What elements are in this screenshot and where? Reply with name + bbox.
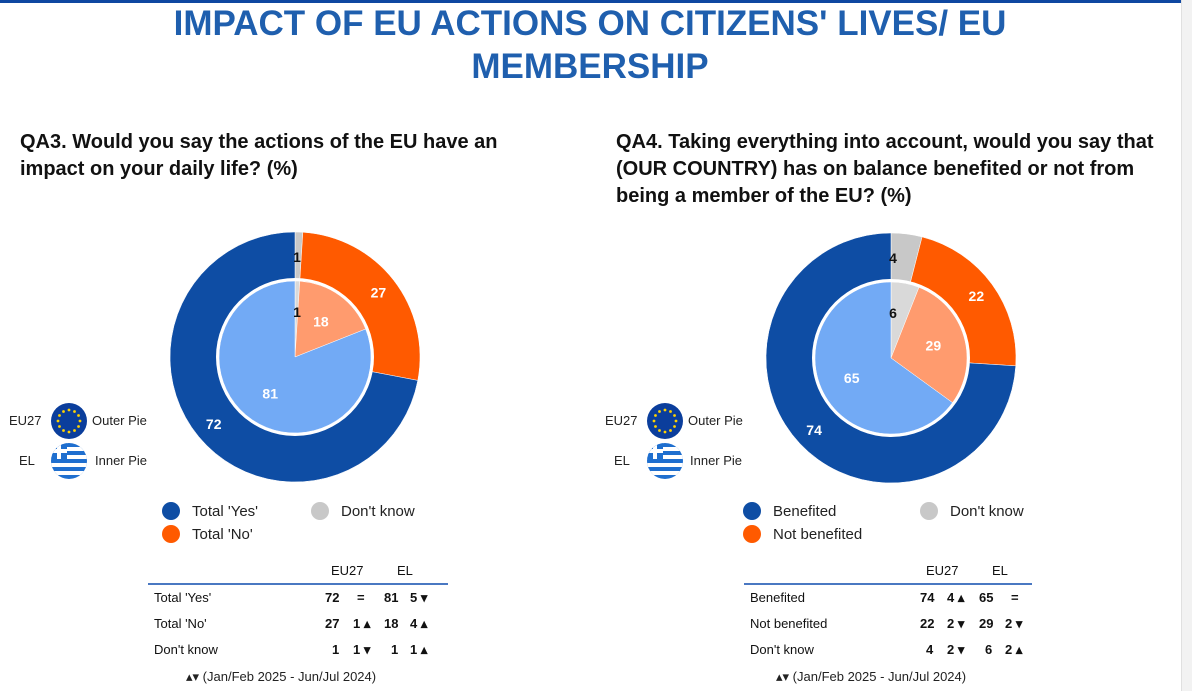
- table-cell-el: 81: [384, 590, 399, 605]
- greece-flag-icon: [51, 443, 87, 479]
- greece-flag-icon: [647, 443, 683, 479]
- pie-separator-ring: [812, 279, 970, 437]
- el-key-label: EL: [19, 453, 35, 468]
- col-header-eu27: EU27: [926, 563, 959, 578]
- table-cell-el-change: 1 ▴: [410, 642, 428, 657]
- inner-pie-slice: [294, 280, 366, 358]
- col-header-eu27: EU27: [331, 563, 364, 578]
- table-row-label: Don't know: [750, 642, 814, 657]
- inner-pie-value-label: 18: [313, 313, 329, 329]
- table-cell-el-change: 4 ▴: [410, 616, 428, 631]
- table-cell-eu27-change: 1 ▴: [353, 616, 371, 631]
- table-cell-el: 65: [979, 590, 994, 605]
- inner-pie-value-label: 1: [293, 304, 301, 320]
- inner-pie-slice: [890, 287, 968, 404]
- table-divider: [744, 583, 1032, 585]
- table-cell-el: 6: [985, 642, 993, 657]
- page-title: IMPACT OF EU ACTIONS ON CITIZENS' LIVES/…: [173, 4, 1007, 86]
- table-row-label: Total 'Yes': [154, 590, 212, 605]
- legend-item-benefited: Benefited: [743, 502, 836, 520]
- legend-swatch: [743, 525, 761, 543]
- outer-pie-slice: [890, 236, 1017, 367]
- inner-pie-value-label: 81: [262, 385, 278, 401]
- table-cell-eu27: 22: [920, 616, 935, 631]
- outer-pie-slice: [169, 231, 419, 483]
- el-key-label: EL: [614, 453, 630, 468]
- table-cell-el-change: =: [1011, 590, 1019, 605]
- inner-pie-value-label: 29: [926, 338, 942, 354]
- table-cell-eu27-change: 2 ▾: [947, 642, 965, 657]
- legend-item-dont-know: Don't know: [311, 502, 415, 520]
- question-qa3: QA3. Would you say the actions of the EU…: [20, 131, 498, 180]
- table-cell-eu27: 27: [325, 616, 340, 631]
- legend-swatch: [743, 502, 761, 520]
- outer-pie-slice: [890, 232, 923, 359]
- outer-pie-value-label: 1: [293, 249, 301, 265]
- col-header-el: EL: [992, 563, 1008, 578]
- pie-separator-ring: [216, 278, 374, 436]
- legend-item-yes: Total 'Yes': [162, 502, 258, 520]
- inner-pie-slice: [218, 280, 372, 434]
- legend-swatch: [162, 525, 180, 543]
- eu27-key-label: EU27: [605, 413, 638, 428]
- table-cell-el: 29: [979, 616, 994, 631]
- table-cell-eu27: 1: [332, 642, 340, 657]
- outer-pie-slice: [294, 231, 421, 381]
- inner-pie-key-label: Inner Pie: [690, 453, 743, 468]
- scrollbar-track[interactable]: [1181, 0, 1192, 691]
- legend-swatch: [311, 502, 329, 520]
- question-qa4: QA4. Taking everything into account, wou…: [616, 131, 1154, 207]
- inner-pie-value-label: 65: [844, 370, 860, 386]
- col-header-el: EL: [397, 563, 413, 578]
- table-cell-el-change: 2 ▾: [1005, 616, 1023, 631]
- table-cell-eu27: 4: [926, 642, 934, 657]
- eu-flag-icon: [51, 403, 87, 439]
- outer-pie-slice: [765, 232, 1017, 484]
- eu27-key-label: EU27: [9, 413, 42, 428]
- table-footnote: ▴▾ (Jan/Feb 2025 - Jun/Jul 2024): [776, 669, 967, 684]
- table-row-label: Not benefited: [750, 616, 828, 631]
- outer-pie-value-label: 27: [371, 284, 387, 300]
- table-footnote: ▴▾ (Jan/Feb 2025 - Jun/Jul 2024): [186, 669, 377, 684]
- eu-flag-icon: [647, 403, 683, 439]
- legend-swatch: [920, 502, 938, 520]
- inner-pie-slice: [294, 280, 301, 358]
- inner-pie-slice: [890, 281, 920, 359]
- inner-pie-value-label: 6: [889, 305, 897, 321]
- top-border: [0, 0, 1192, 3]
- outer-pie-value-label: 22: [969, 288, 985, 304]
- table-cell-el: 18: [384, 616, 399, 631]
- table-cell-eu27-change: 1 ▾: [353, 642, 371, 657]
- inner-pie-key-label: Inner Pie: [95, 453, 148, 468]
- table-cell-el-change: 5 ▾: [410, 590, 428, 605]
- outer-pie-value-label: 72: [206, 416, 222, 432]
- outer-pie-key-label: Outer Pie: [92, 413, 147, 428]
- table-cell-eu27: 72: [325, 590, 340, 605]
- table-cell-eu27-change: =: [357, 590, 365, 605]
- outer-pie-key-label: Outer Pie: [688, 413, 743, 428]
- outer-pie-value-label: 74: [806, 422, 822, 438]
- table-cell-eu27-change: 2 ▾: [947, 616, 965, 631]
- table-cell-eu27-change: 4 ▴: [947, 590, 965, 605]
- table-divider: [148, 583, 448, 585]
- table-cell-el-change: 2 ▴: [1005, 642, 1023, 657]
- outer-pie-slice: [294, 231, 304, 358]
- table-row-label: Total 'No': [154, 616, 207, 631]
- inner-pie-slice: [814, 281, 953, 435]
- outer-pie-value-label: 4: [889, 250, 897, 266]
- table-cell-eu27: 74: [920, 590, 935, 605]
- legend-item-dont-know: Don't know: [920, 502, 1024, 520]
- legend-item-not-benefited: Not benefited: [743, 525, 862, 543]
- table-row-label: Don't know: [154, 642, 218, 657]
- legend-item-no: Total 'No': [162, 525, 253, 543]
- table-cell-el: 1: [391, 642, 399, 657]
- table-row-label: Benefited: [750, 590, 805, 605]
- legend-swatch: [162, 502, 180, 520]
